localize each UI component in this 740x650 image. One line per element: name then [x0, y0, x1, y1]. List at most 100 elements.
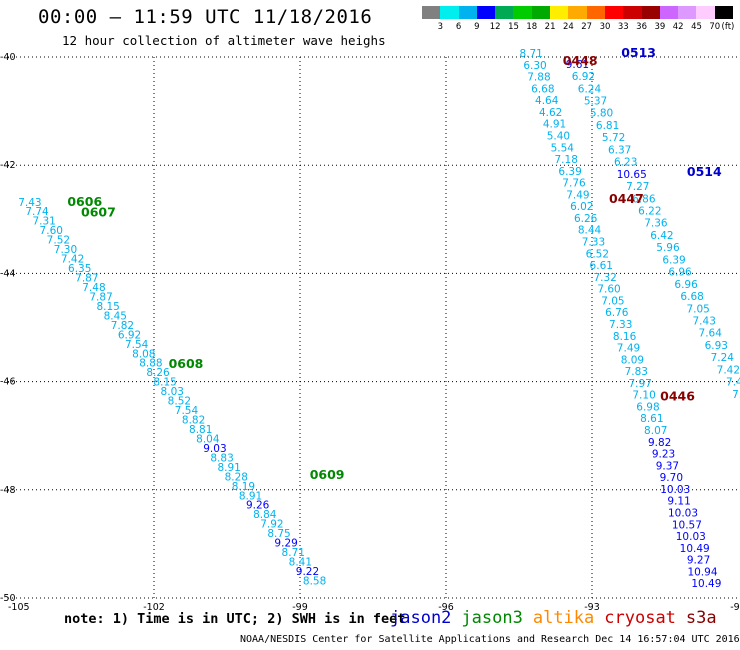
swh-value-label: 7.05 — [686, 303, 709, 315]
y-tick-label: -44 — [0, 268, 16, 279]
swh-value-label: 9.70 — [660, 472, 683, 484]
legend-tick-label: 9 — [474, 22, 480, 32]
legend-tick-label: 3 — [437, 22, 444, 32]
footer-credit: NOAA/NESDIS Center for Satellite Applica… — [240, 634, 740, 645]
y-tick-label: -42 — [0, 160, 16, 171]
swh-value-label: 6.22 — [638, 205, 661, 217]
swh-value-label: 6.30 — [523, 60, 546, 72]
legend-tick-label: 24 — [562, 22, 574, 32]
swh-value-label: 6.39 — [662, 254, 685, 266]
swh-value-label: 7.33 — [609, 319, 632, 331]
legend-swatch — [714, 6, 734, 19]
swh-value-label: 8.52 — [168, 396, 191, 408]
x-tick-label: -90 — [730, 602, 740, 613]
swh-value-label: 7.05 — [601, 295, 624, 307]
swh-value-label: 4.62 — [539, 107, 562, 119]
swh-value-label: 7.92 — [260, 519, 283, 531]
swh-value-label: 7.97 — [628, 378, 651, 390]
swh-value-label: 6.24 — [578, 83, 602, 95]
swh-value-label: 5.80 — [590, 108, 613, 120]
swh-value-label: 9.26 — [246, 500, 270, 512]
chart-title: 00:00 – 11:59 UTC 11/18/2016 — [38, 6, 373, 28]
pass-time-label: 0514 — [687, 164, 722, 179]
swh-value-label: 9.37 — [656, 460, 679, 472]
swh-value-label: 7.33 — [582, 237, 605, 249]
swh-value-label: 7.87 — [75, 273, 98, 285]
legend-swatch — [586, 6, 605, 19]
swh-value-label: 8.16 — [613, 331, 637, 343]
color-legend-bar — [422, 6, 734, 19]
swh-value-label: 7.64 — [699, 328, 723, 340]
swh-value-label: 8.41 — [289, 557, 312, 569]
swh-value-label: 6.76 — [605, 307, 629, 319]
swh-value-label: 6.35 — [68, 263, 91, 275]
swh-value-label: 9.03 — [203, 443, 226, 455]
legend-swatch — [422, 6, 441, 19]
swh-value-label: 9.11 — [667, 496, 690, 508]
swh-value-label: 7.31 — [32, 216, 55, 228]
satellite-legend-jason2: jason2 — [390, 608, 452, 628]
swh-value-label: 8.58 — [303, 575, 326, 587]
swh-value-label: 8.09 — [621, 354, 644, 366]
swh-value-label: 10.57 — [672, 519, 702, 531]
swh-value-label: 6.86 — [632, 193, 656, 205]
legend-tick-label: 15 — [508, 22, 519, 32]
legend-tick-label: 42 — [672, 22, 684, 32]
swh-value-label: 8.75 — [267, 528, 290, 540]
swh-value-label: 10.49 — [680, 543, 710, 555]
legend-swatch — [568, 6, 587, 19]
legend-swatch — [678, 6, 697, 19]
satellite-legend-s3a: s3a — [685, 608, 717, 628]
swh-value-label: 6.61 — [590, 260, 613, 272]
satellite-legend: jason2 jason3 altika cryosat s3a — [390, 608, 727, 628]
note-text: note: 1) Time is in UTC; 2) SWH is in fe… — [64, 611, 406, 627]
swh-value-label: 10.03 — [676, 531, 706, 543]
swh-value-label: 9.29 — [274, 538, 297, 550]
swh-value-label: 10.94 — [687, 566, 717, 578]
swh-value-label: 9.82 — [648, 437, 671, 449]
chart-subtitle: 12 hour collection of altimeter wave hei… — [62, 33, 386, 48]
swh-value-label: 8.04 — [196, 433, 220, 445]
swh-value-label: 8.26 — [146, 367, 170, 379]
swh-value-label: 8.45 — [104, 310, 127, 322]
y-tick-label: -48 — [0, 485, 16, 496]
swh-value-label: 6.92 — [118, 329, 141, 341]
swh-value-label: 9.27 — [687, 555, 710, 567]
swh-value-label: 7.27 — [626, 181, 649, 193]
swh-value-label: 8.71 — [519, 48, 542, 60]
swh-value-label: 7.76 — [562, 178, 586, 190]
swh-value-label: 6.26 — [574, 213, 598, 225]
swh-value-label: 6.68 — [531, 83, 554, 95]
legend-swatch — [623, 6, 642, 19]
x-tick-label: -105 — [8, 602, 30, 613]
y-tick-label: -46 — [0, 377, 16, 388]
swh-value-label: 6.02 — [570, 201, 593, 213]
swh-value-label: 7.4 — [726, 377, 740, 389]
legend-tick-label: 33 — [617, 22, 629, 32]
pass-time-label: 0606 — [67, 194, 102, 209]
swh-value-label: 7.18 — [555, 154, 578, 166]
swh-value-label: 6.96 — [674, 279, 698, 291]
swh-value-label: 10.65 — [617, 169, 647, 181]
swh-value-label: 5.54 — [551, 142, 575, 154]
swh-value-label: 8.88 — [139, 358, 162, 370]
swh-value-label: 7.54 — [125, 339, 149, 351]
legend-swatch — [440, 6, 459, 19]
swh-value-label: 7.48 — [82, 282, 105, 294]
pass-time-label: 0607 — [81, 205, 116, 220]
swh-value-label: 6.42 — [650, 230, 673, 242]
swh-value-label: 6.93 — [705, 340, 728, 352]
legend-unit-label: (ft) — [721, 22, 735, 32]
pass-time-label: 0609 — [310, 467, 345, 482]
swh-value-label: 6.92 — [572, 71, 595, 83]
legend-swatch — [604, 6, 624, 19]
swh-value-label: 8.15 — [96, 301, 119, 313]
swh-value-label: 7.4 — [732, 389, 740, 401]
swh-value-label: 4.64 — [535, 95, 559, 107]
legend-tick-label: 12 — [489, 22, 501, 32]
swh-value-label: 7.88 — [527, 72, 550, 84]
swh-value-label: 6.81 — [596, 120, 619, 132]
swh-value-label: 4.91 — [543, 119, 566, 131]
swh-value-label: 7.42 — [61, 254, 84, 266]
